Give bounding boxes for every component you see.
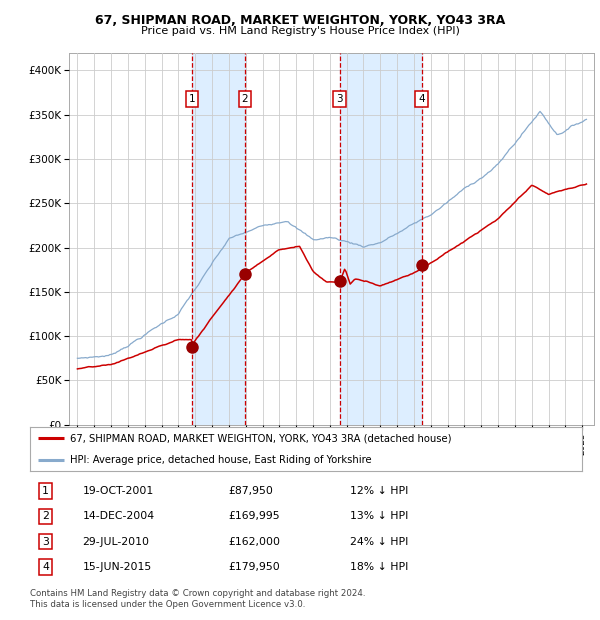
Text: 3: 3	[336, 94, 343, 104]
Text: £169,995: £169,995	[229, 512, 280, 521]
Text: 24% ↓ HPI: 24% ↓ HPI	[350, 537, 409, 547]
Text: 14-DEC-2004: 14-DEC-2004	[82, 512, 155, 521]
Text: 13% ↓ HPI: 13% ↓ HPI	[350, 512, 409, 521]
Text: Contains HM Land Registry data © Crown copyright and database right 2024.: Contains HM Land Registry data © Crown c…	[30, 589, 365, 598]
Text: £87,950: £87,950	[229, 486, 274, 496]
Text: 19-OCT-2001: 19-OCT-2001	[82, 486, 154, 496]
Text: 18% ↓ HPI: 18% ↓ HPI	[350, 562, 409, 572]
Text: £162,000: £162,000	[229, 537, 281, 547]
Text: 67, SHIPMAN ROAD, MARKET WEIGHTON, YORK, YO43 3RA: 67, SHIPMAN ROAD, MARKET WEIGHTON, YORK,…	[95, 14, 505, 27]
Text: 29-JUL-2010: 29-JUL-2010	[82, 537, 149, 547]
Text: Price paid vs. HM Land Registry's House Price Index (HPI): Price paid vs. HM Land Registry's House …	[140, 26, 460, 36]
Text: 12% ↓ HPI: 12% ↓ HPI	[350, 486, 409, 496]
Text: £179,950: £179,950	[229, 562, 280, 572]
Text: 1: 1	[188, 94, 195, 104]
Text: 2: 2	[42, 512, 49, 521]
Text: HPI: Average price, detached house, East Riding of Yorkshire: HPI: Average price, detached house, East…	[70, 454, 371, 464]
Text: 4: 4	[42, 562, 49, 572]
Bar	[192, 53, 245, 425]
Bar	[340, 53, 422, 425]
Text: 67, SHIPMAN ROAD, MARKET WEIGHTON, YORK, YO43 3RA (detached house): 67, SHIPMAN ROAD, MARKET WEIGHTON, YORK,…	[70, 433, 451, 443]
Text: 15-JUN-2015: 15-JUN-2015	[82, 562, 152, 572]
Text: This data is licensed under the Open Government Licence v3.0.: This data is licensed under the Open Gov…	[30, 600, 305, 609]
Text: 4: 4	[418, 94, 425, 104]
Text: 3: 3	[42, 537, 49, 547]
Text: 2: 2	[242, 94, 248, 104]
Text: 1: 1	[42, 486, 49, 496]
